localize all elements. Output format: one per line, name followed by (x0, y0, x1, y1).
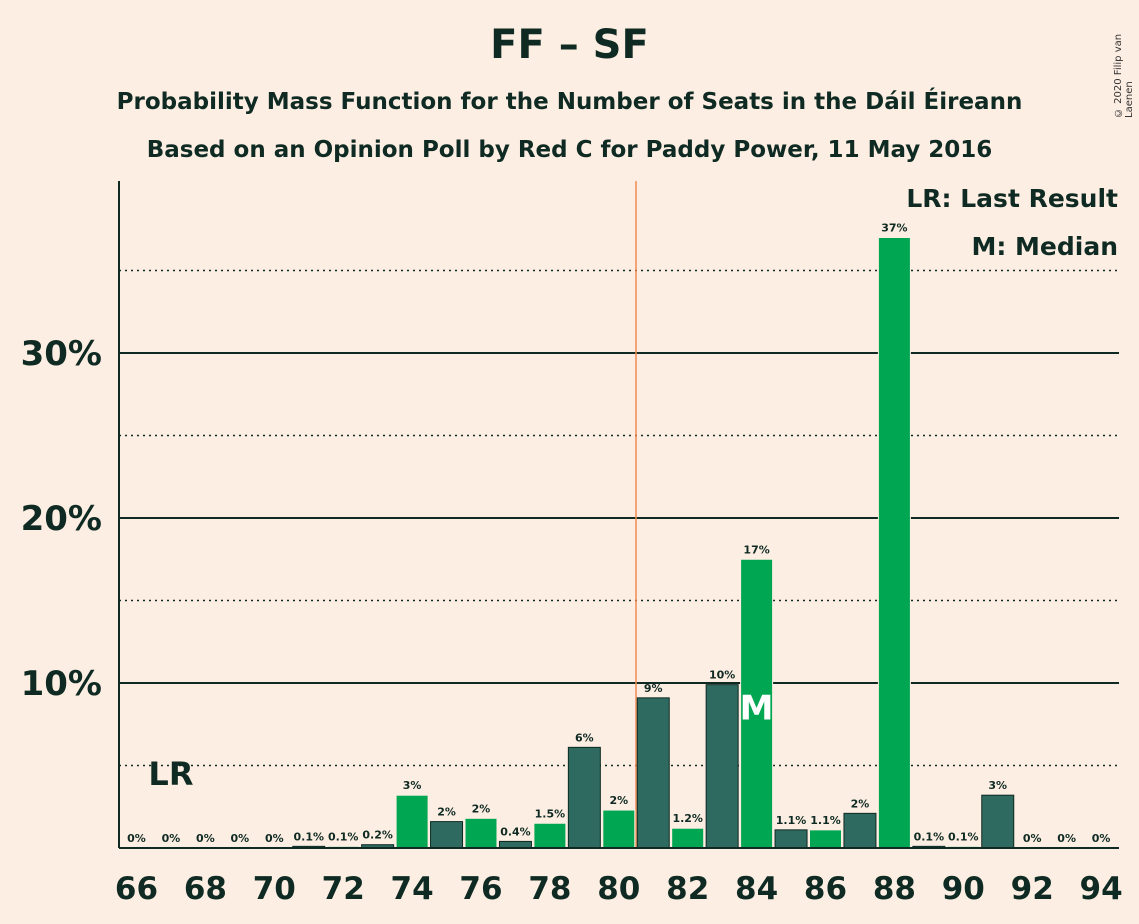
x-tick-label: 92 (1011, 871, 1054, 907)
chart-title: FF – SF (490, 22, 649, 68)
bar-label-seat-91: 3% (988, 779, 1007, 792)
x-tick-label: 74 (391, 871, 434, 907)
bar-seat-83 (705, 684, 739, 849)
bar-label-seat-84: 17% (743, 543, 769, 556)
bar-seat-79 (567, 746, 601, 849)
legend-median: M: Median (971, 232, 1118, 261)
bar-label-seat-80: 2% (609, 794, 628, 807)
legend-last-result: LR: Last Result (906, 184, 1118, 213)
bar-label-seat-68: 0% (196, 832, 215, 845)
bar-seat-86 (809, 829, 842, 849)
bar-label-seat-78: 1.5% (535, 807, 566, 820)
bar-seat-82 (671, 827, 705, 849)
bar-label-seat-92: 0% (1023, 832, 1042, 845)
x-tick-label: 76 (459, 871, 502, 907)
bar-label-seat-83: 10% (709, 669, 735, 682)
x-tick-label: 66 (115, 871, 158, 907)
chart-source-line: Based on an Opinion Poll by Red C for Pa… (146, 137, 993, 163)
y-tick-label: 30% (21, 334, 102, 374)
y-tick-label: 20% (21, 499, 102, 539)
last-result-marker: LR (148, 755, 193, 793)
bar-seat-84 (740, 558, 774, 849)
x-tick-label: 90 (942, 871, 985, 907)
x-tick-label: 88 (873, 871, 916, 907)
x-tick-label: 78 (528, 871, 571, 907)
x-tick-label: 84 (735, 871, 778, 907)
x-tick-label: 70 (253, 871, 296, 907)
axes (118, 181, 1119, 849)
bar-label-seat-86: 1.1% (810, 814, 841, 827)
bar-label-seat-66: 0% (127, 832, 146, 845)
median-marker: M (740, 688, 774, 728)
bar-label-seat-67: 0% (162, 832, 181, 845)
bar-seat-75 (430, 821, 464, 849)
bar-label-seat-73: 0.2% (362, 829, 393, 842)
bar-label-seat-89: 0.1% (914, 830, 945, 843)
tick-labels: 10% 20% 30% 66 68 70 72 74 76 78 80 82 84 86 88 90 92 94 (21, 334, 1123, 907)
bar-seat-74 (395, 794, 429, 849)
x-tick-label: 94 (1080, 871, 1123, 907)
bar-label-seat-90: 0.1% (948, 830, 979, 843)
bar-label-seat-87: 2% (851, 797, 870, 810)
bar-label-seat-70: 0% (265, 832, 284, 845)
x-tick-label: 80 (597, 871, 640, 907)
bar-label-seat-79: 6% (575, 731, 594, 744)
y-tick-label: 10% (21, 664, 102, 704)
bars (292, 237, 1015, 849)
bar-label-seat-93: 0% (1057, 832, 1076, 845)
bar-seat-80 (602, 809, 636, 849)
bar-seat-85 (774, 829, 808, 849)
bar-label-seat-74: 3% (403, 779, 422, 792)
bar-seat-87 (843, 812, 877, 849)
bar-label-seat-82: 1.2% (672, 812, 703, 825)
x-tick-label: 86 (804, 871, 847, 907)
bar-label-seat-88: 37% (881, 222, 907, 235)
bar-label-seat-75: 2% (437, 806, 456, 819)
bar-label-seat-94: 0% (1092, 832, 1111, 845)
bar-seat-78 (533, 822, 567, 849)
bar-label-seat-77: 0.4% (500, 825, 531, 838)
bar-label-seat-76: 2% (472, 802, 491, 815)
x-tick-label: 82 (666, 871, 709, 907)
chart-subtitle: Probability Mass Function for the Number… (116, 89, 1023, 115)
bar-label-seat-69: 0% (231, 832, 250, 845)
bar-label-seat-71: 0.1% (293, 830, 324, 843)
data-labels: 0% 0% 0% 0% 0% 0.1% 0.1% 0.2%3%2% 2%0.4%1.5%6%2%… (127, 222, 1110, 846)
bar-seat-91 (981, 794, 1015, 849)
bar-seat-76 (464, 817, 498, 849)
bar-seat-81 (636, 697, 670, 849)
bar-seat-88 (877, 237, 911, 849)
markers: M LR (148, 688, 773, 793)
x-tick-label: 68 (184, 871, 227, 907)
grid-lines (119, 181, 1119, 848)
x-tick-label: 72 (322, 871, 365, 907)
bar-label-seat-72: 0.1% (328, 830, 359, 843)
bar-label-seat-81: 9% (644, 682, 663, 695)
bar-label-seat-85: 1.1% (776, 814, 807, 827)
